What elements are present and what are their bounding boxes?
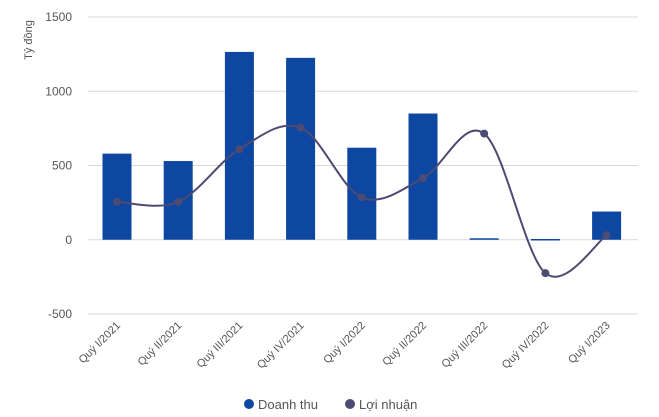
line-series-loi-nhuan xyxy=(116,124,608,278)
point-quy-iii-2022 xyxy=(480,129,489,138)
bars xyxy=(102,51,622,241)
point-quy-iv-2021 xyxy=(296,123,305,132)
bar-quy-iii-2022 xyxy=(469,238,499,240)
point-quy-ii-2021 xyxy=(174,197,183,206)
x-tick-label: Quý I/2023 xyxy=(566,320,613,367)
bar-quy-i-2021 xyxy=(102,153,132,240)
point-quy-iii-2021 xyxy=(235,145,244,154)
profit-line xyxy=(113,123,611,278)
y-tick-label: 1500 xyxy=(45,10,72,24)
x-axis-ticks: Quý I/2021 Quý II/2021 Quý III/2021 Quý IV/… xyxy=(77,320,613,372)
x-tick-label: Quý III/2022 xyxy=(439,320,490,371)
x-tick-label: Quý IV/2022 xyxy=(500,320,552,372)
x-tick-label: Quý I/2022 xyxy=(321,320,368,367)
bar-quy-iv-2022 xyxy=(530,239,560,241)
bar-quy-iv-2021 xyxy=(286,57,316,240)
y-tick-label: 500 xyxy=(52,159,72,173)
y-axis-ticks: -500 0 500 1000 1500 xyxy=(45,10,72,321)
point-quy-i-2022 xyxy=(357,193,366,202)
legend-marker-doanh-thu xyxy=(244,399,254,409)
y-tick-label: 0 xyxy=(65,233,72,247)
y-tick-label: 1000 xyxy=(45,84,72,98)
legend-marker-loi-nhuan xyxy=(345,399,355,409)
legend-label-doanh-thu: Doanh thu xyxy=(258,397,318,412)
point-quy-i-2023 xyxy=(602,231,611,240)
x-tick-label: Quý IV/2021 xyxy=(255,320,307,372)
x-tick-label: Quý III/2021 xyxy=(195,320,246,371)
point-quy-ii-2022 xyxy=(419,174,427,183)
point-quy-i-2021 xyxy=(113,197,121,206)
point-quy-iv-2022 xyxy=(541,269,550,278)
y-axis-label: Tỷ đồng xyxy=(23,20,35,60)
x-tick-label: Quý II/2021 xyxy=(136,320,185,369)
x-tick-label: Quý II/2022 xyxy=(380,320,429,369)
y-tick-label: -500 xyxy=(48,307,72,321)
x-tick-label: Quý I/2021 xyxy=(77,320,124,367)
legend-label-loi-nhuan: Lợi nhuận xyxy=(359,397,417,412)
legend: Doanh thu Lợi nhuận xyxy=(244,397,417,412)
